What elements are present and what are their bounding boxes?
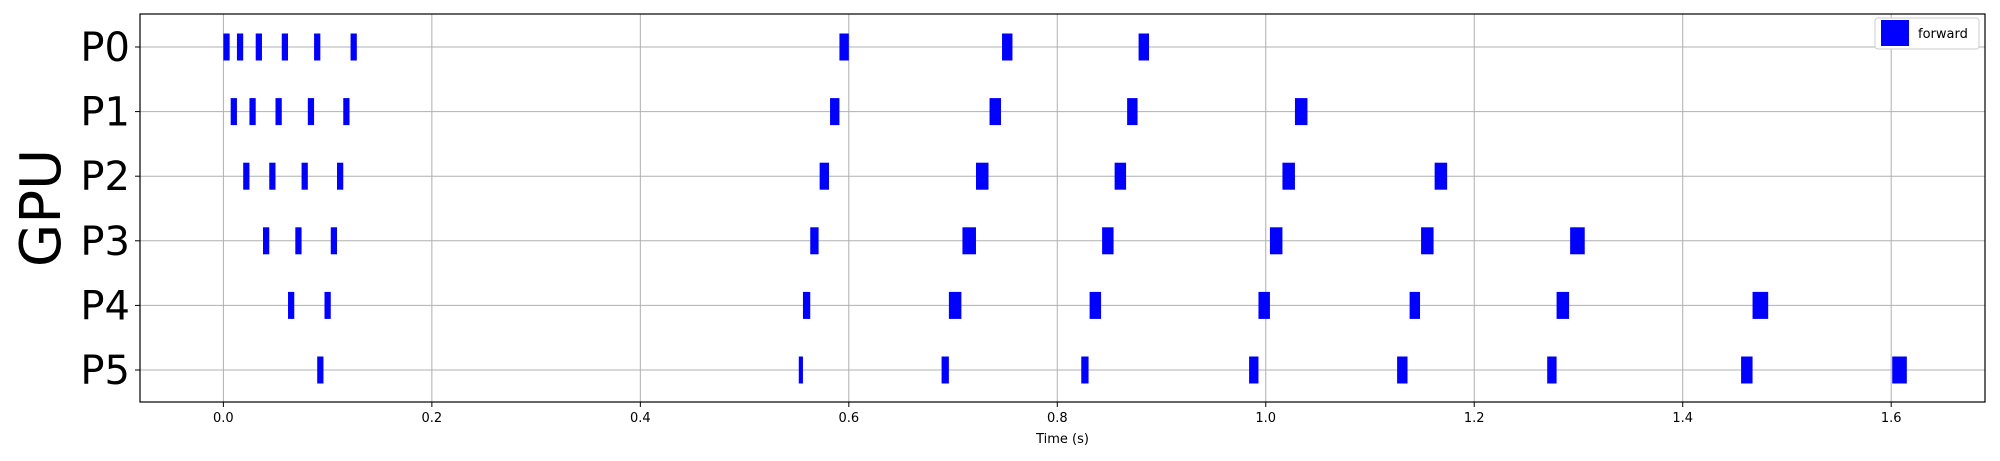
bar-P4-0: [288, 291, 295, 319]
bar-P2-0: [243, 162, 250, 190]
bar-P3-8: [1570, 227, 1585, 255]
bar-P2-2: [301, 162, 308, 190]
bar-P1-8: [1294, 98, 1308, 126]
bar-P0-5: [350, 33, 357, 61]
legend-swatch-forward: [1881, 20, 1909, 46]
bar-P3-1: [295, 227, 302, 255]
y-axis-ticks: P0 P1 P2 P3 P4 P5: [80, 25, 140, 394]
bar-P4-4: [1089, 291, 1102, 319]
bar-P0-1: [236, 33, 244, 61]
x-axis-ticks: 0.0 0.2 0.4 0.6 0.8 1.0 1.2 1.4 1.6: [213, 402, 1902, 426]
legend: forward: [1874, 17, 1980, 50]
x-tick-label-2: 0.4: [630, 411, 651, 426]
y-tick-label-P3: P3: [80, 219, 130, 265]
bar-P1-2: [275, 98, 282, 126]
bar-P5-0: [317, 356, 324, 384]
x-tick-label-5: 1.0: [1255, 411, 1276, 426]
x-tick-label-7: 1.4: [1672, 411, 1693, 426]
bar-P2-4: [819, 162, 830, 190]
bar-P2-6: [1114, 162, 1127, 190]
x-axis-label: Time (s): [1035, 432, 1089, 447]
bar-P5-5: [1397, 356, 1408, 384]
bar-P1-5: [830, 98, 840, 126]
bar-P4-6: [1409, 291, 1421, 319]
bar-P1-1: [249, 98, 256, 126]
y-tick-label-P4: P4: [80, 283, 130, 329]
bar-P3-0: [263, 227, 270, 255]
bar-P0-3: [281, 33, 289, 61]
bar-P5-4: [1249, 356, 1259, 384]
bar-P5-8: [1892, 356, 1907, 384]
bar-P3-6: [1269, 227, 1283, 255]
plot-frame: [139, 13, 1986, 403]
bar-P2-7: [1282, 162, 1295, 190]
grid-lines: [140, 14, 1985, 402]
y-tick-label-P0: P0: [80, 25, 130, 71]
legend-label-forward: forward: [1918, 27, 1968, 42]
bar-P0-2: [255, 33, 262, 61]
bar-P4-7: [1556, 291, 1570, 319]
x-tick-label-6: 1.2: [1464, 411, 1485, 426]
bar-P2-5: [975, 162, 989, 190]
bar-P2-1: [269, 162, 276, 190]
y-tick-label-P2: P2: [80, 154, 130, 200]
bar-P4-3: [948, 291, 962, 319]
bar-P3-4: [962, 227, 976, 255]
bar-P2-3: [337, 162, 344, 190]
bar-P5-1: [798, 356, 803, 384]
y-tick-label-P1: P1: [80, 90, 130, 136]
bar-P0-4: [314, 33, 321, 61]
bar-P5-2: [941, 356, 949, 384]
bar-P1-6: [989, 98, 1001, 126]
bar-P0-6: [839, 33, 849, 61]
bar-P4-1: [324, 291, 331, 319]
bar-P3-5: [1102, 227, 1114, 255]
bar-P4-2: [802, 291, 811, 319]
bar-P5-6: [1547, 356, 1557, 384]
bar-P5-3: [1081, 356, 1089, 384]
x-tick-label-1: 0.2: [422, 411, 443, 426]
bar-P3-3: [810, 227, 819, 255]
bar-P4-8: [1752, 291, 1769, 319]
x-tick-label-3: 0.6: [838, 411, 859, 426]
bar-P3-7: [1421, 227, 1434, 255]
y-tick-label-P5: P5: [80, 348, 130, 394]
bar-P2-8: [1434, 162, 1448, 190]
bar-P1-0: [230, 98, 237, 126]
bar-P1-7: [1127, 98, 1138, 126]
task-bars: [223, 33, 1907, 384]
y-axis-label: GPU: [9, 149, 74, 267]
x-tick-label-8: 1.6: [1881, 411, 1902, 426]
bar-P0-8: [1138, 33, 1150, 61]
bar-P5-7: [1741, 356, 1753, 384]
bar-P1-4: [343, 98, 350, 126]
bar-P4-5: [1258, 291, 1270, 319]
x-tick-label-0: 0.0: [213, 411, 234, 426]
x-tick-label-4: 0.8: [1047, 411, 1068, 426]
bar-P0-0: [223, 33, 230, 61]
bar-P0-7: [1002, 33, 1013, 61]
bar-P1-3: [307, 98, 315, 126]
bar-P3-2: [330, 227, 338, 255]
